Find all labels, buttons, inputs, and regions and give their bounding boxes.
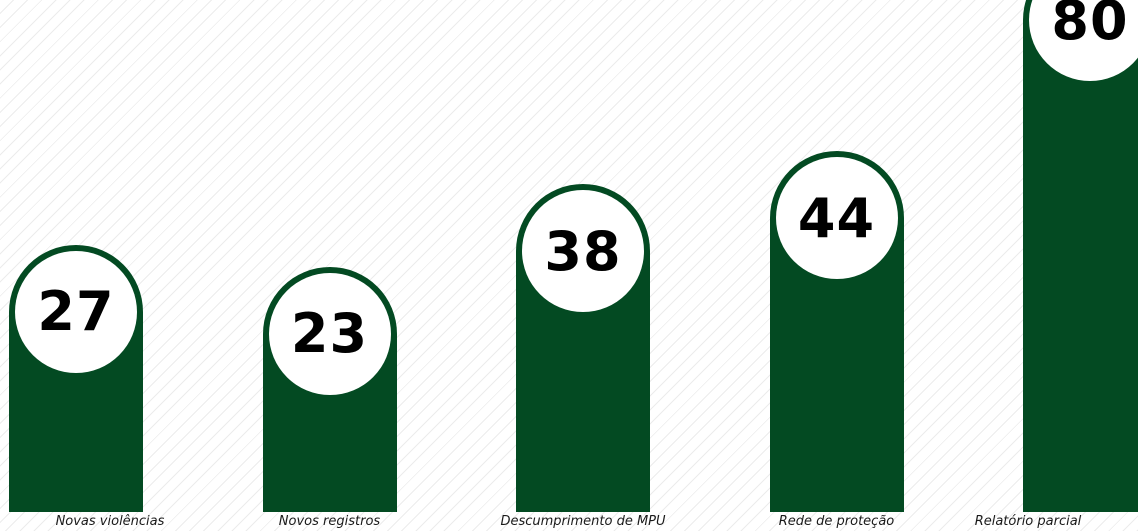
value-label: 27 <box>15 250 137 373</box>
category-label: Relatório parcial <box>974 514 1082 529</box>
value-label: 38 <box>522 190 644 312</box>
value-label: 44 <box>775 157 898 279</box>
category-label: Novos registros <box>278 514 381 529</box>
category-label: Rede de proteção <box>778 514 895 529</box>
bar <box>1023 0 1138 512</box>
category-label: Descumprimento de MPU <box>500 514 666 529</box>
value-label: 23 <box>268 272 391 395</box>
category-label: Novas violências <box>55 514 165 529</box>
